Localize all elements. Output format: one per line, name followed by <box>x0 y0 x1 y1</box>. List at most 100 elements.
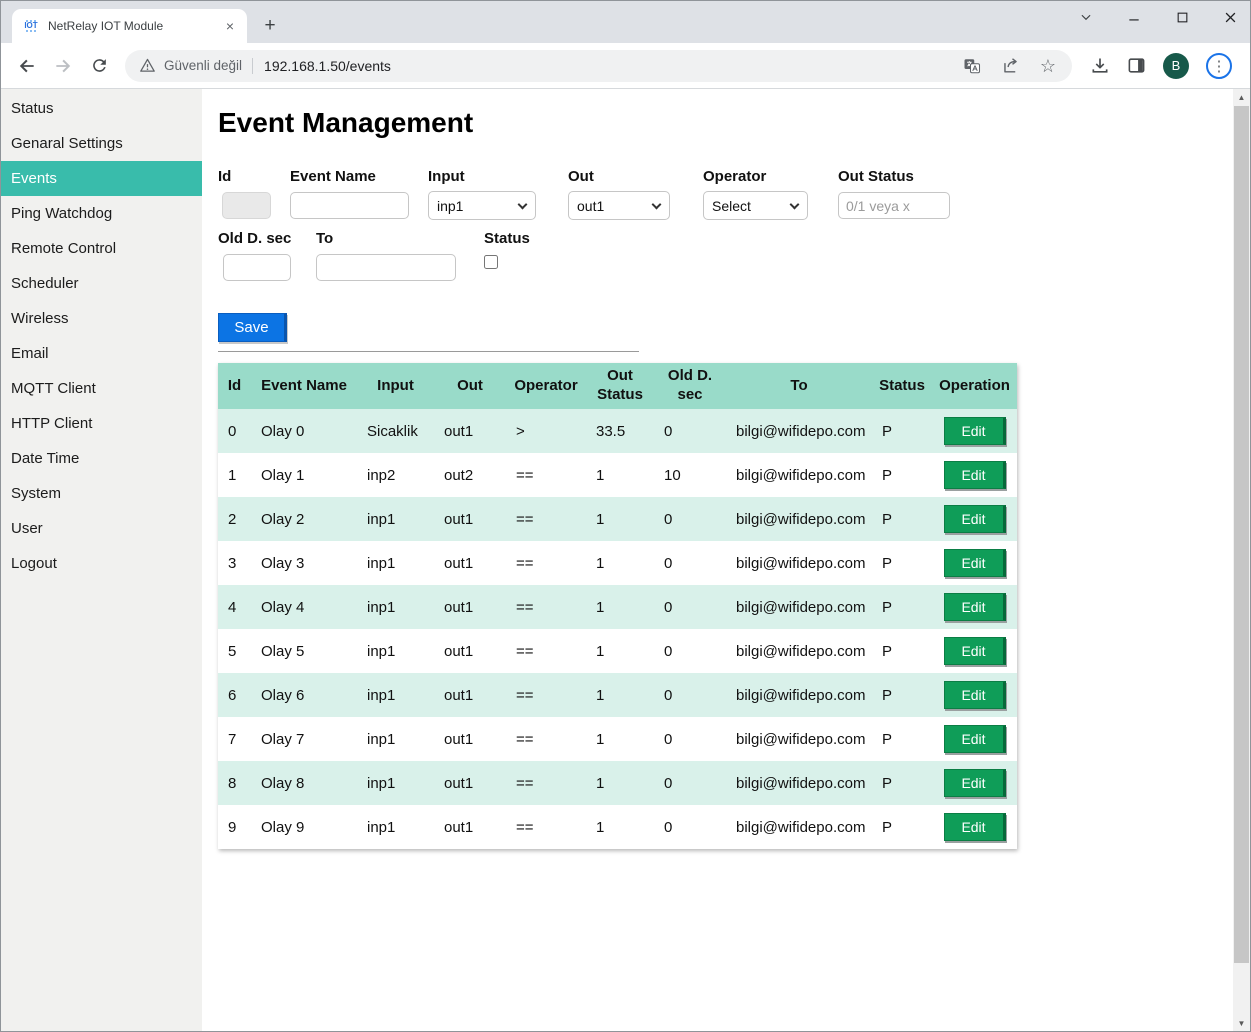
sidebar-item-email[interactable]: Email <box>1 336 202 371</box>
save-button[interactable]: Save <box>218 313 287 342</box>
table-cell: 0 <box>654 629 726 673</box>
table-cell: 33.5 <box>586 409 654 453</box>
edit-button[interactable]: Edit <box>944 725 1006 753</box>
sidebar-item-events[interactable]: Events <box>1 161 202 196</box>
table-cell: Olay 3 <box>251 541 357 585</box>
sidebar-item-system[interactable]: System <box>1 476 202 511</box>
out-status-field[interactable] <box>838 192 950 219</box>
to-field[interactable] <box>316 254 456 281</box>
bookmark-star-icon[interactable]: ☆ <box>1040 57 1056 75</box>
table-row: 2Olay 2inp1out1==10bilgi@wifidepo.comPEd… <box>218 497 1017 541</box>
table-cell: P <box>872 497 932 541</box>
operator-label: Operator <box>703 168 808 185</box>
edit-button[interactable]: Edit <box>944 681 1006 709</box>
column-header: Input <box>357 363 434 409</box>
column-header: Out <box>434 363 506 409</box>
table-cell: inp2 <box>357 453 434 497</box>
edit-button[interactable]: Edit <box>944 461 1006 489</box>
id-field[interactable] <box>222 192 271 219</box>
scrollbar-thumb[interactable] <box>1234 106 1249 963</box>
table-cell: out1 <box>434 629 506 673</box>
table-cell: inp1 <box>357 805 434 849</box>
edit-button[interactable]: Edit <box>944 637 1006 665</box>
operator-select[interactable]: Select <box>703 191 808 220</box>
edit-button[interactable]: Edit <box>944 505 1006 533</box>
sidebar-item-logout[interactable]: Logout <box>1 546 202 581</box>
browser-window: IOT NetRelay IOT Module × + <box>0 0 1251 1032</box>
table-cell: 1 <box>586 673 654 717</box>
table-cell: P <box>872 541 932 585</box>
edit-button[interactable]: Edit <box>944 549 1006 577</box>
scroll-down-icon[interactable]: ▼ <box>1233 1015 1250 1031</box>
event-name-label: Event Name <box>290 168 409 185</box>
sidebar-item-scheduler[interactable]: Scheduler <box>1 266 202 301</box>
table-cell: 1 <box>586 805 654 849</box>
table-cell: bilgi@wifidepo.com <box>726 453 872 497</box>
id-label: Id <box>218 168 271 185</box>
event-name-field[interactable] <box>290 192 409 219</box>
table-cell: bilgi@wifidepo.com <box>726 629 872 673</box>
edit-button[interactable]: Edit <box>944 593 1006 621</box>
new-tab-button[interactable]: + <box>257 13 283 39</box>
forward-button[interactable] <box>48 51 78 81</box>
table-cell: out1 <box>434 585 506 629</box>
sidebar-item-http-client[interactable]: HTTP Client <box>1 406 202 441</box>
operation-cell: Edit <box>932 717 1017 761</box>
table-cell: P <box>872 629 932 673</box>
edit-button[interactable]: Edit <box>944 769 1006 797</box>
sidebar-item-status[interactable]: Status <box>1 91 202 126</box>
share-icon[interactable] <box>1001 56 1020 75</box>
table-cell: P <box>872 717 932 761</box>
sidebar-item-wireless[interactable]: Wireless <box>1 301 202 336</box>
download-icon[interactable] <box>1090 56 1110 76</box>
sidebar-item-user[interactable]: User <box>1 511 202 546</box>
maximize-button[interactable] <box>1172 7 1192 27</box>
vertical-scrollbar[interactable]: ▲ ▼ <box>1233 89 1250 1031</box>
table-cell: 1 <box>586 629 654 673</box>
sidebar-item-date-time[interactable]: Date Time <box>1 441 202 476</box>
reload-button[interactable] <box>84 51 114 81</box>
out-select[interactable]: out1 <box>568 191 670 220</box>
edit-button[interactable]: Edit <box>944 417 1006 445</box>
table-cell: 2 <box>218 497 251 541</box>
events-table: IdEvent NameInputOutOperatorOut StatusOl… <box>218 363 1017 849</box>
table-cell: P <box>872 585 932 629</box>
browser-tab[interactable]: IOT NetRelay IOT Module × <box>12 9 247 43</box>
translate-icon[interactable] <box>963 57 981 75</box>
old-d-sec-field[interactable] <box>223 254 291 281</box>
tab-close-icon[interactable]: × <box>221 17 239 35</box>
browser-menu-kebab-icon[interactable]: ⋮ <box>1206 53 1232 79</box>
table-row: 9Olay 9inp1out1==10bilgi@wifidepo.comPEd… <box>218 805 1017 849</box>
close-window-button[interactable] <box>1220 7 1240 27</box>
table-cell: 10 <box>654 453 726 497</box>
profile-avatar[interactable]: B <box>1163 53 1189 79</box>
column-header: To <box>726 363 872 409</box>
back-button[interactable] <box>12 51 42 81</box>
status-checkbox[interactable] <box>484 255 498 269</box>
input-select[interactable]: inp1 <box>428 191 536 220</box>
edit-button[interactable]: Edit <box>944 813 1006 841</box>
minimize-button[interactable] <box>1124 7 1144 27</box>
side-panel-icon[interactable] <box>1127 56 1146 75</box>
table-cell: 4 <box>218 585 251 629</box>
table-cell: 0 <box>654 673 726 717</box>
table-cell: 0 <box>654 585 726 629</box>
column-header: Out Status <box>586 363 654 409</box>
table-cell: == <box>506 541 586 585</box>
address-bar[interactable]: Güvenli değil 192.168.1.50/events <box>125 50 1072 82</box>
table-row: 4Olay 4inp1out1==10bilgi@wifidepo.comPEd… <box>218 585 1017 629</box>
tab-search-chevron-icon[interactable] <box>1076 7 1096 27</box>
tab-title: NetRelay IOT Module <box>48 19 221 33</box>
table-row: 7Olay 7inp1out1==10bilgi@wifidepo.comPEd… <box>218 717 1017 761</box>
operation-cell: Edit <box>932 805 1017 849</box>
sidebar-item-mqtt-client[interactable]: MQTT Client <box>1 371 202 406</box>
not-secure-warning-icon[interactable] <box>139 57 156 74</box>
table-cell: P <box>872 761 932 805</box>
sidebar-item-genaral-settings[interactable]: Genaral Settings <box>1 126 202 161</box>
sidebar-item-ping-watchdog[interactable]: Ping Watchdog <box>1 196 202 231</box>
table-cell: 0 <box>654 805 726 849</box>
column-header: Event Name <box>251 363 357 409</box>
sidebar-item-remote-control[interactable]: Remote Control <box>1 231 202 266</box>
scroll-up-icon[interactable]: ▲ <box>1233 89 1250 105</box>
table-cell: bilgi@wifidepo.com <box>726 497 872 541</box>
